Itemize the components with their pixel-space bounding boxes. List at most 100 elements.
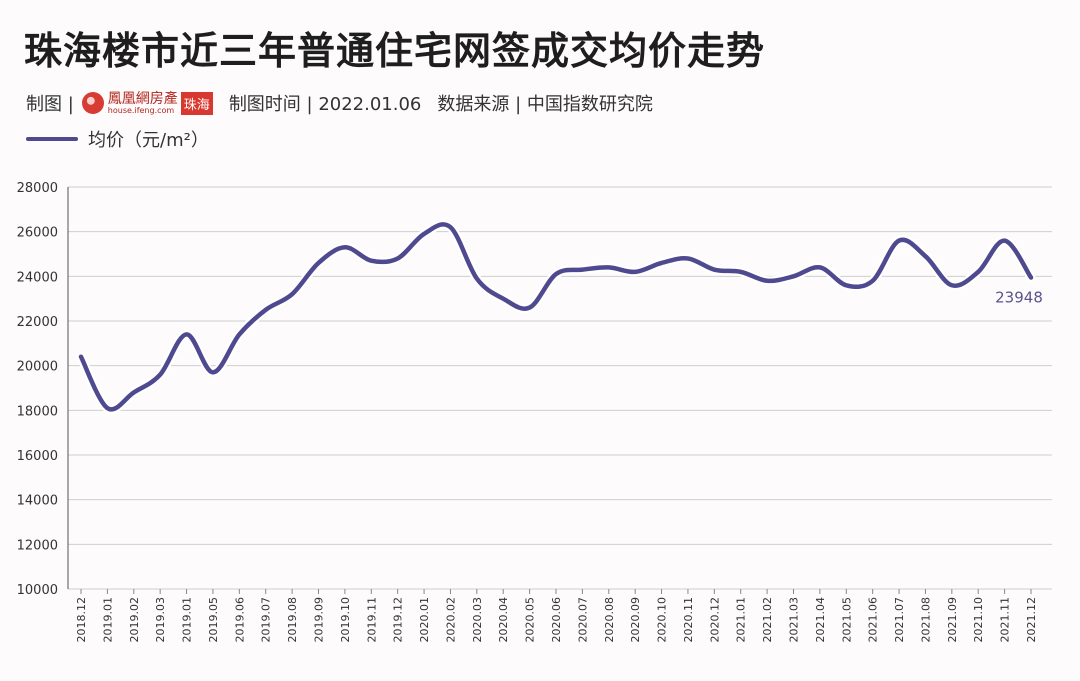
y-tick-label: 24000 bbox=[17, 270, 58, 285]
x-tick-label: 2021.10 bbox=[972, 597, 985, 643]
data-point bbox=[607, 265, 611, 269]
x-tick-label: 2019.03 bbox=[154, 597, 167, 643]
y-tick-label: 22000 bbox=[17, 315, 58, 330]
data-point bbox=[950, 283, 954, 287]
x-tick-label: 2019.08 bbox=[286, 597, 299, 643]
chart-legend: 均价（元/m²） bbox=[26, 126, 209, 152]
data-point bbox=[686, 256, 690, 260]
data-point bbox=[290, 292, 294, 296]
legend-label: 均价（元/m²） bbox=[88, 130, 209, 151]
x-tick-label: 2019.01 bbox=[181, 597, 194, 643]
x-tick-label: 2020.01 bbox=[418, 597, 431, 643]
data-point bbox=[765, 279, 769, 283]
data-point bbox=[105, 406, 109, 410]
data-point bbox=[976, 270, 980, 274]
x-tick-label: 2019.12 bbox=[392, 597, 405, 643]
end-value-label: 23948 bbox=[995, 288, 1043, 306]
x-tick-label: 2019.11 bbox=[365, 597, 378, 643]
data-point bbox=[818, 265, 822, 269]
data-point bbox=[712, 268, 716, 272]
x-tick-label: 2021.11 bbox=[999, 597, 1012, 643]
x-tick-label: 2020.04 bbox=[497, 597, 510, 643]
x-tick-label: 2020.10 bbox=[656, 597, 669, 643]
x-tick-label: 2020.09 bbox=[629, 597, 642, 643]
x-tick-label: 2021.03 bbox=[788, 597, 801, 643]
data-point bbox=[580, 268, 584, 272]
data-point bbox=[871, 279, 875, 283]
x-tick-label: 2019.09 bbox=[313, 597, 326, 643]
logo-name: 鳳凰網房產 bbox=[107, 90, 178, 107]
x-tick-label: 2019.05 bbox=[207, 597, 220, 643]
source-label: 数据来源 | 中国指数研究院 bbox=[437, 94, 653, 115]
series-line bbox=[78, 222, 1034, 412]
data-point bbox=[79, 355, 83, 359]
data-point bbox=[237, 332, 241, 336]
credit-prefix: 制图 | bbox=[26, 94, 74, 115]
y-tick-label: 18000 bbox=[17, 404, 58, 419]
data-point bbox=[792, 274, 795, 278]
data-point bbox=[422, 232, 426, 236]
data-point bbox=[660, 261, 664, 265]
data-point bbox=[264, 308, 268, 312]
x-tick-label: 2021.02 bbox=[761, 597, 774, 643]
x-tick-label: 2021.06 bbox=[867, 597, 880, 643]
x-tick-label: 2021.09 bbox=[946, 597, 959, 643]
data-point bbox=[528, 306, 532, 310]
x-tick-label: 2021.08 bbox=[919, 597, 932, 643]
x-tick-label: 2019.01 bbox=[101, 597, 114, 643]
data-point bbox=[554, 272, 558, 276]
legend-line-swatch bbox=[26, 137, 78, 141]
data-point bbox=[185, 332, 189, 336]
data-point bbox=[739, 270, 743, 274]
x-tick-label: 2020.11 bbox=[682, 597, 695, 643]
x-tick-label: 2019.07 bbox=[260, 597, 273, 643]
x-tick-label: 2020.08 bbox=[603, 597, 616, 643]
x-tick-label: 2019.02 bbox=[128, 597, 141, 643]
x-tick-label: 2021.07 bbox=[893, 597, 906, 643]
data-point bbox=[923, 254, 927, 258]
x-tick-label: 2020.03 bbox=[471, 597, 484, 643]
x-tick-label: 2020.06 bbox=[550, 597, 563, 643]
y-tick-label: 14000 bbox=[17, 494, 58, 509]
data-point bbox=[396, 256, 400, 260]
y-tick-label: 10000 bbox=[17, 583, 58, 598]
y-tick-label: 12000 bbox=[17, 538, 58, 553]
data-point bbox=[897, 239, 901, 243]
data-point bbox=[343, 245, 347, 249]
date-label: 制图时间 | 2022.01.06 bbox=[228, 94, 422, 115]
y-tick-label: 28000 bbox=[17, 181, 58, 196]
data-point bbox=[1029, 275, 1033, 279]
data-point bbox=[132, 390, 136, 394]
data-point bbox=[369, 259, 373, 263]
x-tick-label: 2021.01 bbox=[735, 597, 748, 643]
data-point bbox=[211, 370, 215, 374]
data-point bbox=[1003, 239, 1007, 243]
data-point bbox=[501, 297, 505, 301]
x-tick-label: 2019.06 bbox=[233, 597, 246, 643]
x-tick-label: 2020.07 bbox=[576, 597, 589, 643]
x-tick-label: 2020.02 bbox=[444, 597, 457, 643]
x-tick-label: 2019.10 bbox=[339, 597, 352, 643]
x-tick-label: 2018.12 bbox=[75, 597, 88, 643]
ifeng-logo: 鳳凰網房產 house.ifeng.com 珠海 bbox=[81, 91, 213, 115]
logo-url: house.ifeng.com bbox=[107, 105, 175, 115]
data-point bbox=[317, 261, 320, 265]
phoenix-icon bbox=[81, 92, 104, 114]
y-tick-label: 26000 bbox=[17, 226, 58, 241]
x-tick-label: 2020.12 bbox=[708, 597, 721, 643]
chart-title: 珠海楼市近三年普通住宅网签成交均价走势 bbox=[24, 29, 766, 73]
logo-city: 珠海 bbox=[180, 91, 213, 115]
data-point bbox=[158, 373, 162, 377]
x-tick-label: 2021.12 bbox=[1025, 597, 1038, 643]
data-point bbox=[448, 225, 452, 229]
x-tick-label: 2021.04 bbox=[814, 597, 827, 643]
chart-credits: 制图 | 鳳凰網房產 house.ifeng.com 珠海 制图时间 | 202… bbox=[26, 90, 653, 116]
logo-text: 鳳凰網房產 house.ifeng.com bbox=[108, 92, 178, 115]
x-tick-label: 2020.05 bbox=[524, 597, 537, 643]
y-tick-label: 20000 bbox=[17, 360, 58, 375]
data-point bbox=[633, 270, 637, 274]
data-point bbox=[844, 283, 848, 287]
y-tick-label: 16000 bbox=[17, 449, 58, 464]
x-tick-label: 2021.05 bbox=[840, 597, 853, 643]
